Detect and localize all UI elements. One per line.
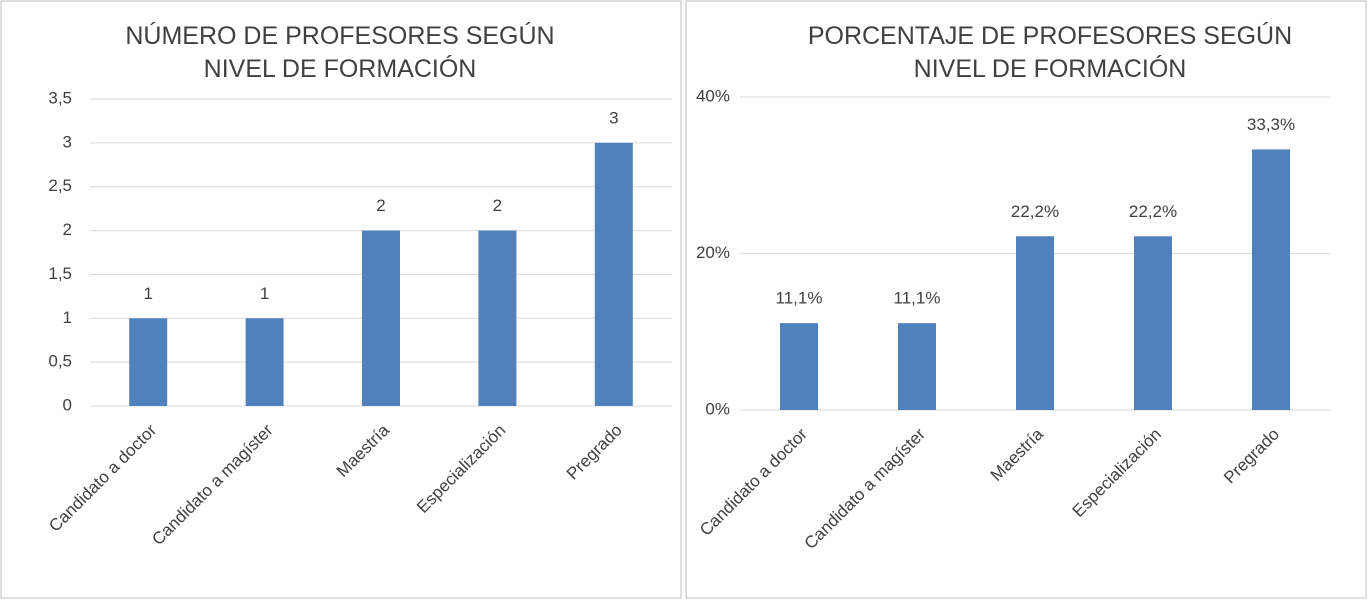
data-label: 3 [609, 108, 618, 127]
bar [478, 230, 517, 406]
chart-title: PORCENTAJE DE PROFESORES SEGÚN NIVEL DE … [807, 22, 1293, 83]
bar [362, 230, 400, 406]
data-label: 22,2% [1011, 202, 1059, 221]
panel [0, 0, 682, 599]
y-tick-label: 0 [63, 395, 72, 414]
bar [594, 142, 633, 406]
data-label: 22,2% [1129, 202, 1177, 221]
y-tick-label: 0% [705, 399, 730, 418]
bar [1252, 149, 1290, 411]
y-tick-label: 40% [696, 86, 730, 105]
chart-title-box: PORCENTAJE DE PROFESORES SEGÚN NIVEL DE … [807, 22, 1293, 83]
y-tick-label: 1 [63, 308, 72, 327]
data-label: 2 [376, 196, 385, 215]
bar [1016, 236, 1054, 410]
bar [1134, 236, 1172, 410]
data-label: 1 [143, 284, 152, 303]
y-tick-label: 20% [696, 243, 730, 262]
bar [898, 323, 936, 410]
data-label: 33,3% [1247, 115, 1295, 134]
y-tick-label: 3,5 [48, 88, 72, 107]
bar [780, 323, 818, 410]
y-tick-label: 0,5 [48, 352, 72, 371]
y-tick-label: 2 [63, 220, 72, 239]
bar [129, 318, 168, 406]
chart-title-box: NÚMERO DE PROFESORES SEGÚN NIVEL DE FORM… [125, 22, 555, 83]
y-tick-label: 1,5 [48, 264, 72, 283]
data-label: 11,1% [776, 289, 823, 308]
y-tick-label: 3 [63, 132, 72, 151]
data-label: 2 [493, 196, 502, 215]
bar [245, 318, 284, 406]
data-label: 11,1% [894, 289, 941, 308]
chart-title: NÚMERO DE PROFESORES SEGÚN NIVEL DE FORM… [125, 22, 555, 83]
y-tick-label: 2,5 [48, 176, 72, 195]
data-label: 1 [260, 284, 269, 303]
